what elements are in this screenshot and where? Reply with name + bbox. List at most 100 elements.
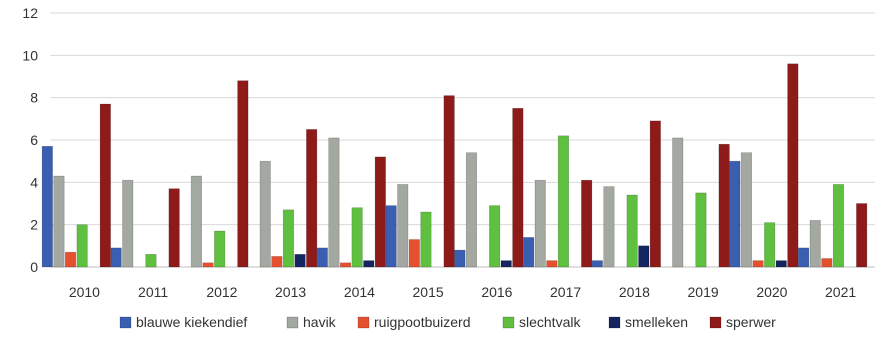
x-tick-label: 2020 [756, 284, 787, 300]
bar [202, 262, 214, 268]
bar [649, 120, 661, 268]
bar [420, 211, 432, 268]
x-tick-label: 2016 [481, 284, 512, 300]
x-axis-ticks: 2010 2011 2012 2013 2014 2015 2016 2017 2018 2019… [69, 284, 857, 300]
bar [328, 137, 340, 268]
legend-swatch [608, 316, 621, 329]
bar [523, 237, 535, 268]
bar [145, 254, 157, 268]
bar [775, 260, 787, 268]
x-tick-label: 2019 [688, 284, 719, 300]
bar [65, 251, 77, 268]
legend-item: smelleken [608, 314, 688, 330]
y-axis-ticks: 0 2 4 6 8 10 12 [22, 5, 38, 275]
x-tick-label: 2013 [275, 284, 306, 300]
bar [798, 247, 810, 268]
legend-label: smelleken [625, 314, 688, 330]
x-tick-label: 2011 [138, 284, 168, 300]
bar [53, 175, 65, 268]
bar [729, 160, 741, 268]
bar [832, 184, 845, 268]
legend-swatch [709, 316, 722, 329]
legend-swatch [357, 316, 370, 329]
bar [465, 152, 478, 268]
bar [168, 188, 180, 268]
bar [122, 179, 134, 268]
bar [385, 205, 397, 268]
bar [557, 135, 570, 268]
bar [408, 239, 420, 268]
bar [638, 245, 650, 268]
bar [809, 220, 821, 268]
bar [41, 146, 53, 268]
bar [237, 80, 249, 268]
bar [259, 160, 271, 268]
x-tick-label: 2017 [550, 284, 581, 300]
legend-swatch [119, 316, 132, 329]
bar [534, 179, 546, 268]
bar [581, 179, 593, 268]
bars-layer [41, 63, 868, 268]
x-tick-label: 2014 [344, 284, 375, 300]
bar [110, 247, 122, 268]
bar [316, 247, 328, 268]
legend-swatch [286, 316, 299, 329]
bar [282, 209, 295, 268]
legend-label: havik [303, 314, 337, 330]
bar [397, 184, 409, 268]
bar [764, 222, 776, 268]
y-tick-label: 0 [30, 259, 38, 275]
bar [339, 262, 352, 268]
legend-item: slechtvalk [502, 314, 581, 330]
bar [214, 230, 226, 268]
bar [271, 256, 283, 268]
legend-swatch [502, 316, 515, 329]
bar [718, 143, 730, 268]
bar [626, 194, 638, 268]
y-tick-label: 10 [22, 47, 38, 63]
legend-item: sperwer [709, 314, 776, 330]
x-tick-label: 2012 [206, 284, 237, 300]
bar [363, 260, 375, 268]
x-tick-label: 2015 [413, 284, 444, 300]
legend: blauwe kiekendief havik ruigpootbuizerd sle… [119, 314, 776, 330]
x-tick-label: 2018 [619, 284, 650, 300]
legend-item: ruigpootbuizerd [357, 314, 471, 330]
bar [454, 249, 466, 268]
bar [500, 260, 512, 268]
bar [76, 224, 88, 268]
legend-label: slechtvalk [519, 314, 581, 330]
bar [512, 108, 524, 268]
bar [99, 103, 111, 268]
bar [695, 192, 707, 268]
legend-item: havik [286, 314, 337, 330]
bar [740, 152, 753, 268]
legend-label: blauwe kiekendief [136, 314, 247, 330]
bar [821, 258, 833, 268]
legend-item: blauwe kiekendief [119, 314, 247, 330]
legend-label: ruigpootbuizerd [374, 314, 471, 330]
bar [351, 207, 363, 268]
y-tick-label: 2 [30, 217, 38, 233]
grid-layer [50, 12, 875, 268]
y-tick-label: 12 [22, 5, 38, 21]
bar [374, 156, 386, 268]
bar [190, 175, 202, 268]
bar [591, 260, 603, 268]
bar [787, 63, 799, 268]
x-tick-label: 2010 [69, 284, 100, 300]
bar [672, 137, 684, 268]
bar [856, 203, 868, 268]
legend-label: sperwer [726, 314, 776, 330]
bar [294, 254, 306, 268]
bar [546, 260, 558, 268]
y-tick-label: 8 [30, 90, 38, 106]
y-tick-label: 6 [30, 132, 38, 148]
x-tick-label: 2021 [825, 284, 856, 300]
y-tick-label: 4 [30, 174, 38, 190]
bar [489, 205, 501, 268]
bar [752, 260, 764, 268]
bar [306, 129, 318, 268]
bar [443, 95, 455, 268]
